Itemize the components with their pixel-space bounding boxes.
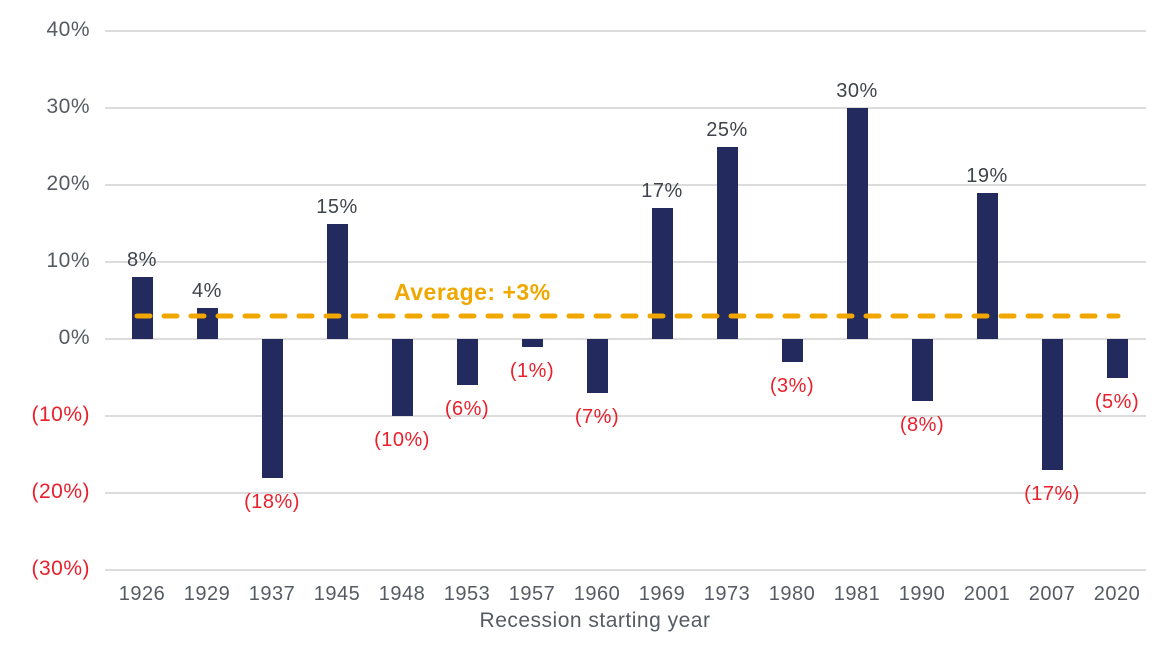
bar-value-label: (1%) — [509, 359, 555, 382]
bar-1960 — [586, 339, 608, 393]
bar-value-label: 19% — [966, 164, 1008, 187]
bar-1957 — [521, 339, 543, 347]
gridline — [105, 415, 1146, 417]
x-tick-label: 1937 — [248, 583, 296, 605]
bar-value-label: 8% — [127, 249, 157, 272]
bar-value-label: (3%) — [769, 375, 815, 398]
x-tick-label: 1960 — [573, 583, 621, 605]
bar-1953 — [456, 339, 478, 386]
gridline — [105, 492, 1146, 494]
bar-value-label: (10%) — [374, 429, 430, 451]
x-tick-label: 1980 — [768, 583, 816, 605]
x-tick-label: 1929 — [183, 583, 231, 605]
bar-value-label: 4% — [192, 280, 222, 303]
bar-value-label: (17%) — [1024, 482, 1080, 505]
bar-1969 — [651, 208, 673, 339]
x-tick-label: 1969 — [638, 583, 686, 605]
x-tick-label: 2007 — [1028, 583, 1076, 605]
bar-2001 — [976, 192, 998, 339]
average-label: Average: +3% — [394, 279, 551, 305]
y-tick-label: 0% — [58, 326, 90, 349]
average-line — [134, 313, 1121, 319]
x-tick-label: 1953 — [443, 583, 491, 605]
bar-1990 — [911, 339, 933, 401]
bar-value-label: (5%) — [1094, 390, 1140, 413]
bar-value-label: 30% — [836, 80, 878, 102]
bar-1973 — [716, 146, 738, 339]
x-tick-label: 1948 — [378, 583, 426, 605]
bar-value-label: 17% — [641, 180, 683, 203]
x-tick-label: 1945 — [313, 583, 361, 605]
gridline — [105, 261, 1146, 263]
bar-1948 — [391, 339, 413, 416]
x-tick-label: 1990 — [898, 583, 946, 605]
y-tick-label: (30%) — [31, 557, 90, 580]
bar-1926 — [131, 277, 153, 339]
gridline — [105, 30, 1146, 32]
bar-1981 — [846, 108, 868, 339]
x-tick-label: 1981 — [833, 583, 881, 605]
bar-value-label: (8%) — [899, 413, 945, 436]
gridline — [105, 569, 1146, 571]
gridline — [105, 107, 1146, 109]
x-tick-label: 1926 — [118, 583, 166, 605]
bar-1937 — [261, 339, 283, 478]
bar-value-label: 25% — [706, 118, 748, 141]
y-tick-label: (20%) — [31, 480, 90, 503]
y-tick-label: (10%) — [31, 403, 90, 426]
y-tick-label: 10% — [46, 249, 90, 272]
y-tick-label: 30% — [46, 95, 90, 118]
bar-value-label: (18%) — [244, 490, 300, 513]
x-tick-label: 2001 — [963, 583, 1011, 605]
bar-2020 — [1106, 339, 1128, 378]
y-tick-label: 40% — [46, 18, 90, 41]
gridline — [105, 338, 1146, 340]
bar-value-label: 15% — [316, 195, 358, 218]
x-tick-label: 1957 — [508, 583, 556, 605]
x-axis-title: Recession starting year — [479, 609, 711, 632]
bar-1929 — [196, 308, 218, 339]
bar-value-label: (7%) — [574, 405, 620, 428]
bar-1980 — [781, 339, 803, 363]
bar-2007 — [1041, 339, 1063, 470]
x-tick-label: 2020 — [1093, 583, 1141, 605]
x-tick-label: 1973 — [703, 583, 751, 605]
y-tick-label: 20% — [46, 172, 90, 195]
gridline — [105, 184, 1146, 186]
bar-value-label: (6%) — [444, 398, 490, 421]
bar-1945 — [326, 223, 348, 339]
